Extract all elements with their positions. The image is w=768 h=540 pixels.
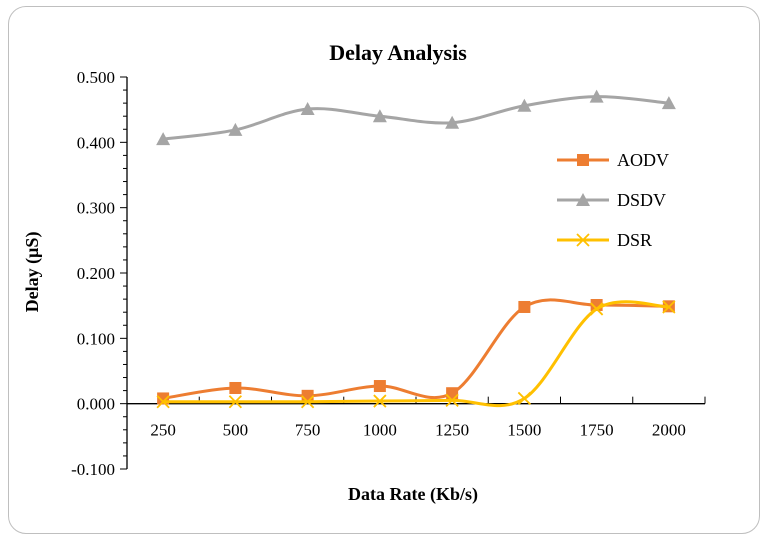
data-point-aodv xyxy=(229,381,242,394)
legend-label-dsr: DSR xyxy=(617,230,652,250)
data-point-dsr xyxy=(589,302,604,316)
series-line-aodv xyxy=(162,298,669,400)
series-line-dsdv xyxy=(162,95,670,141)
data-point-aodv xyxy=(518,300,531,313)
data-point-dsdv xyxy=(372,109,387,123)
series-aodv xyxy=(157,298,675,405)
x-tick-label: 1500 xyxy=(507,421,541,440)
data-point-dsr xyxy=(662,300,676,314)
data-point-dsdv xyxy=(517,98,532,112)
x-tick-label: 500 xyxy=(223,421,249,440)
series-dsdv xyxy=(156,89,676,146)
x-tick-label: 250 xyxy=(150,421,176,440)
x-tick-label: 1250 xyxy=(435,421,469,440)
x-tick-label: 750 xyxy=(295,421,321,440)
legend-marker-dsdv xyxy=(576,193,590,206)
x-tick-label: 1750 xyxy=(580,421,614,440)
series-dsr xyxy=(156,300,676,409)
data-point-dsr xyxy=(445,393,459,408)
y-tick-label: 0.500 xyxy=(77,68,115,87)
axes: 0.500 0.400 0.300 0.200 0.100 0.000 -0.100 250 5… xyxy=(71,68,706,479)
data-point-dsr xyxy=(517,391,532,406)
legend-item-dsr: DSR xyxy=(557,230,652,250)
plot-area xyxy=(156,89,676,409)
data-point-dsdv xyxy=(300,102,315,116)
y-tick-label: 0.300 xyxy=(77,199,115,218)
y-tick-label: 0.000 xyxy=(77,395,115,414)
legend: AODV DSDV DSR xyxy=(557,150,669,250)
y-tick-label: 0.400 xyxy=(77,133,115,152)
legend-label-dsdv: DSDV xyxy=(617,190,666,210)
data-point-dsdv xyxy=(228,122,243,136)
legend-marker-aodv xyxy=(577,154,589,166)
y-tick-label: 0.200 xyxy=(77,264,115,283)
data-point-dsr xyxy=(373,394,387,408)
x-axis-title: Data Rate (Kb/s) xyxy=(348,484,478,505)
series-line-dsr xyxy=(163,300,669,408)
chart-title: Delay Analysis xyxy=(329,40,467,65)
x-tick-label: 1000 xyxy=(363,421,397,440)
data-point-dsr xyxy=(228,395,243,409)
data-point-aodv xyxy=(301,389,314,402)
data-point-dsdv xyxy=(589,89,604,103)
data-point-dsdv xyxy=(445,115,460,129)
y-axis-title: Delay (µS) xyxy=(22,232,43,313)
x-tick-label: 2000 xyxy=(652,421,686,440)
data-point-dsdv xyxy=(156,132,171,146)
y-tick-label: -0.100 xyxy=(71,460,115,479)
legend-item-aodv: AODV xyxy=(557,150,669,170)
chart-frame xyxy=(8,6,760,534)
legend-item-dsdv: DSDV xyxy=(557,190,666,210)
data-point-aodv xyxy=(373,380,386,393)
legend-marker-dsr xyxy=(576,233,590,247)
data-point-dsr xyxy=(156,395,170,409)
legend-label-aodv: AODV xyxy=(617,150,669,170)
y-tick-label: 0.100 xyxy=(77,329,115,348)
data-point-dsr xyxy=(300,395,315,409)
data-point-dsdv xyxy=(661,96,676,110)
